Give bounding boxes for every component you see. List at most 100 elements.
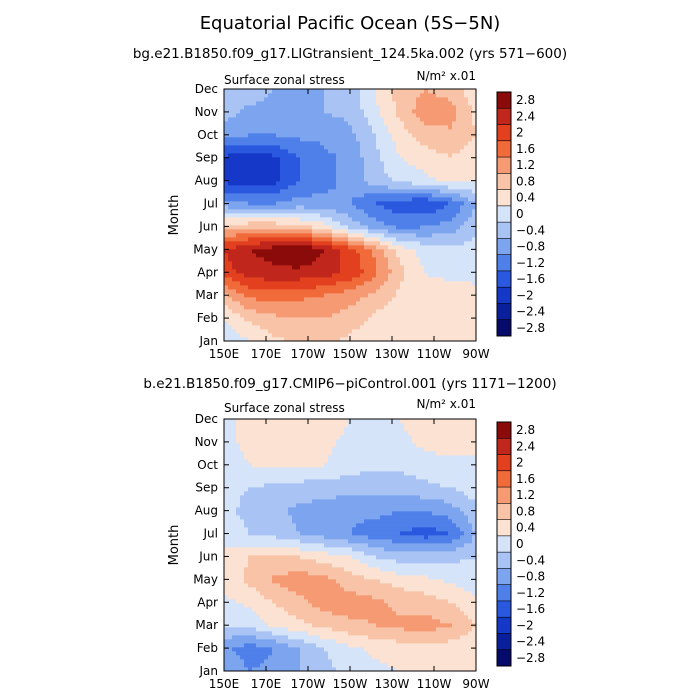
heatmap-cell — [256, 635, 261, 640]
heatmap-cell — [224, 173, 229, 178]
heatmap-cell — [312, 169, 317, 174]
heatmap-cell — [308, 165, 313, 170]
heatmap-cell — [396, 663, 401, 668]
heatmap-cell — [352, 125, 357, 130]
heatmap-cell — [252, 249, 257, 254]
heatmap-cell — [240, 109, 245, 114]
heatmap-cell — [300, 133, 305, 138]
heatmap-cell — [384, 193, 389, 198]
heatmap-cell — [428, 281, 433, 286]
heatmap-cell — [276, 109, 281, 114]
heatmap-cell — [304, 667, 309, 672]
heatmap-cell — [368, 615, 373, 620]
heatmap-cell — [424, 101, 429, 106]
heatmap-cell — [276, 185, 281, 190]
panel-1-heatmap — [224, 89, 477, 342]
heatmap-cell — [328, 229, 333, 234]
heatmap-cell — [252, 273, 257, 278]
heatmap-cell — [376, 197, 381, 202]
heatmap-cell — [328, 293, 333, 298]
heatmap-cell — [284, 309, 289, 314]
heatmap-cell — [320, 145, 325, 150]
heatmap-cell — [388, 627, 393, 632]
heatmap-cell — [336, 149, 341, 154]
heatmap-cell — [356, 181, 361, 186]
heatmap-cell — [408, 623, 413, 628]
heatmap-cell — [408, 277, 413, 282]
heatmap-cell — [244, 201, 249, 206]
heatmap-cell — [380, 229, 385, 234]
heatmap-cell — [244, 317, 249, 322]
heatmap-cell — [240, 309, 245, 314]
heatmap-cell — [372, 145, 377, 150]
heatmap-cell — [232, 635, 237, 640]
heatmap-cell — [412, 309, 417, 314]
heatmap-cell — [388, 229, 393, 234]
heatmap-cell — [460, 205, 465, 210]
heatmap-cell — [400, 309, 405, 314]
heatmap-cell — [380, 305, 385, 310]
heatmap-cell — [328, 655, 333, 660]
heatmap-cell — [296, 185, 301, 190]
y-tick-label: Jan — [199, 334, 219, 348]
heatmap-cell — [376, 105, 381, 110]
heatmap-cell — [376, 93, 381, 98]
heatmap-cell — [304, 185, 309, 190]
heatmap-cell — [332, 253, 337, 258]
heatmap-cell — [444, 145, 449, 150]
heatmap-cell — [432, 663, 437, 668]
heatmap-cell — [300, 635, 305, 640]
heatmap-cell — [244, 269, 249, 274]
heatmap-cell — [256, 109, 261, 114]
heatmap-cell — [324, 257, 329, 262]
heatmap-cell — [440, 229, 445, 234]
heatmap-cell — [340, 297, 345, 302]
heatmap-cell — [240, 337, 245, 342]
heatmap-cell — [280, 93, 285, 98]
heatmap-cell — [276, 663, 281, 668]
heatmap-cell — [232, 161, 237, 166]
heatmap-cell — [336, 197, 341, 202]
heatmap-cell — [316, 611, 321, 616]
heatmap-cell — [308, 615, 313, 620]
heatmap-cell — [252, 125, 257, 130]
heatmap-cell — [420, 627, 425, 632]
heatmap-cell — [292, 333, 297, 338]
heatmap-cell — [292, 261, 297, 266]
heatmap-cell — [272, 133, 277, 138]
heatmap-cell — [424, 277, 429, 282]
heatmap-cell — [388, 655, 393, 660]
heatmap-cell — [324, 169, 329, 174]
heatmap-cell — [284, 185, 289, 190]
heatmap-cell — [472, 173, 477, 178]
heatmap-cell — [224, 205, 229, 210]
heatmap-cell — [256, 105, 261, 110]
heatmap-cell — [348, 137, 353, 142]
heatmap-cell — [272, 245, 277, 250]
heatmap-cell — [468, 113, 473, 118]
heatmap-cell — [356, 663, 361, 668]
heatmap-cell — [248, 337, 253, 342]
heatmap-cell — [404, 635, 409, 640]
heatmap-cell — [332, 321, 337, 326]
heatmap-cell — [308, 635, 313, 640]
heatmap-cell — [428, 261, 433, 266]
heatmap-cell — [360, 277, 365, 282]
heatmap-cell — [376, 221, 381, 226]
heatmap-cell — [228, 113, 233, 118]
heatmap-cell — [388, 321, 393, 326]
heatmap-cell — [456, 169, 461, 174]
heatmap-cell — [344, 619, 349, 624]
heatmap-cell — [292, 165, 297, 170]
heatmap-cell — [312, 635, 317, 640]
heatmap-cell — [408, 161, 413, 166]
heatmap-cell — [280, 113, 285, 118]
heatmap-cell — [260, 643, 265, 648]
heatmap-cell — [232, 205, 237, 210]
heatmap-cell — [248, 611, 253, 616]
heatmap-cell — [280, 201, 285, 206]
heatmap-cell — [352, 293, 357, 298]
heatmap-cell — [244, 329, 249, 334]
heatmap-cell — [292, 105, 297, 110]
heatmap-cell — [376, 117, 381, 122]
